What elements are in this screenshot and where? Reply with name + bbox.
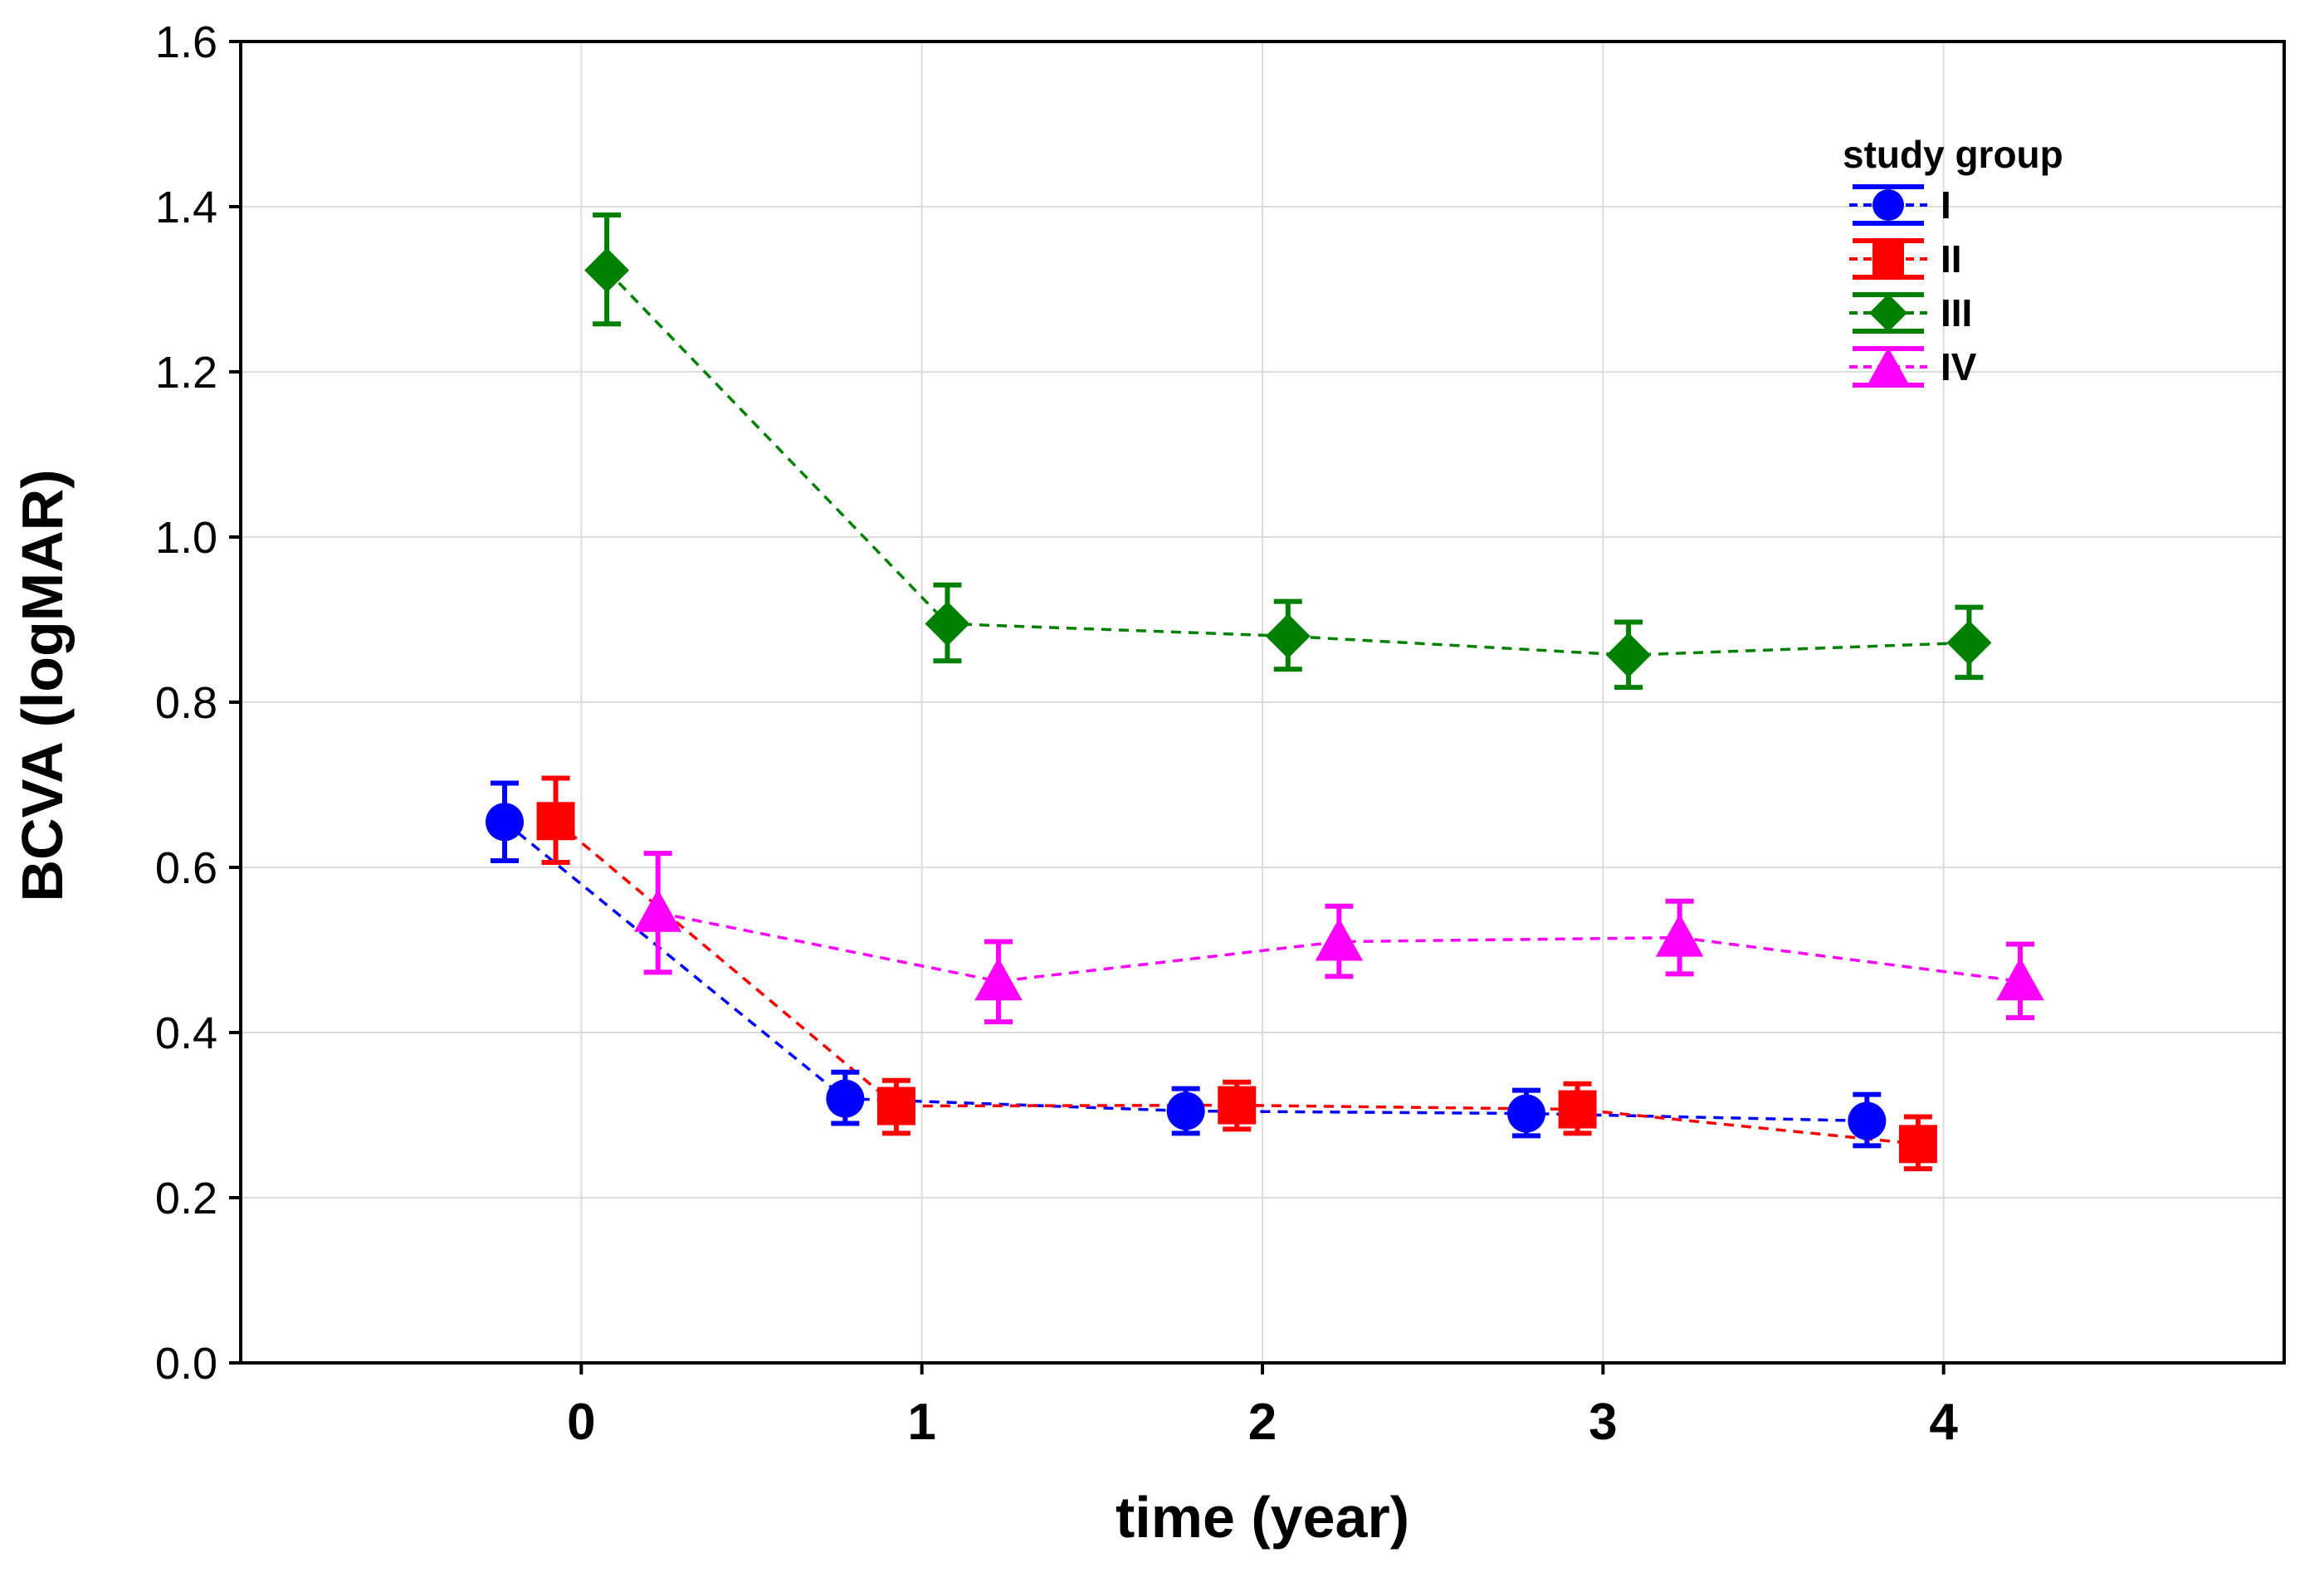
ticks-layer: 0.0 0.2 0.4 0.6 0.8 1.0 1.2 1.4 1.6 0 1 2 3 4 <box>155 17 1959 1451</box>
series-line-III <box>605 269 1970 657</box>
x-tick-label: 0 <box>567 1394 595 1451</box>
data-point-IV <box>633 888 682 932</box>
data-point-II <box>1218 1086 1257 1125</box>
legend-marker-I <box>1872 189 1904 221</box>
x-tick-label: 2 <box>1248 1394 1277 1451</box>
data-point-III <box>1606 632 1652 678</box>
legend-label-II: II <box>1941 237 1962 281</box>
grid-layer <box>241 41 2284 1364</box>
data-point-III <box>1265 613 1311 659</box>
x-axis-title: time (year) <box>1116 1485 1409 1550</box>
legend-label-III: III <box>1941 291 1972 334</box>
data-point-IV <box>1655 913 1704 957</box>
data-point-I <box>486 803 525 842</box>
data-point-III <box>584 247 630 293</box>
y-tick-label: 0.4 <box>155 1008 217 1058</box>
legend-marker-II <box>1872 243 1904 275</box>
data-point-I <box>1848 1101 1887 1140</box>
data-point-II <box>1898 1125 1937 1164</box>
legend-item-III: III <box>1849 291 1972 334</box>
data-point-I <box>1507 1094 1546 1133</box>
data-point-IV <box>1315 917 1364 961</box>
legend-label-IV: IV <box>1941 345 1977 388</box>
data-points-layer <box>486 212 2044 1172</box>
legend-marker-IV <box>1868 347 1908 383</box>
data-point-IV <box>974 957 1023 1001</box>
y-tick-label: 0.6 <box>155 843 217 893</box>
y-tick-label: 1.0 <box>155 513 217 563</box>
y-tick-label: 1.2 <box>155 348 217 398</box>
legend-item-II: II <box>1849 237 1962 281</box>
data-point-II <box>536 802 575 841</box>
data-point-II <box>1558 1090 1597 1129</box>
x-tick-label: 1 <box>907 1394 935 1451</box>
legend-label-I: I <box>1941 183 1951 227</box>
data-point-I <box>1166 1091 1205 1130</box>
y-tick-label: 0.0 <box>155 1339 217 1389</box>
x-tick-label: 3 <box>1589 1394 1617 1451</box>
legend-marker-III <box>1869 294 1907 332</box>
data-point-II <box>876 1086 915 1125</box>
data-point-III <box>925 601 970 647</box>
legend-title: study group <box>1843 133 2063 176</box>
y-tick-label: 0.8 <box>155 678 217 728</box>
legend-item-IV: IV <box>1849 345 1977 388</box>
y-tick-label: 1.4 <box>155 183 217 232</box>
data-point-IV <box>1996 957 2044 1001</box>
y-axis-title: BCVA (logMAR) <box>10 469 75 901</box>
data-point-I <box>826 1079 865 1118</box>
legend-item-I: I <box>1849 183 1951 227</box>
y-tick-label: 0.2 <box>155 1174 217 1223</box>
x-tick-label: 4 <box>1929 1394 1958 1451</box>
series-line-IV <box>657 911 2021 984</box>
y-tick-label: 1.6 <box>155 17 217 67</box>
data-point-III <box>1946 620 1992 666</box>
